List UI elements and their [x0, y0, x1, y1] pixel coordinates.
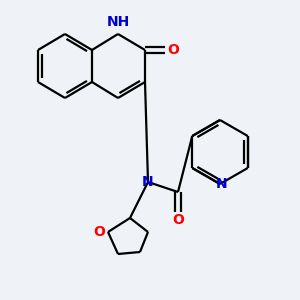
Text: O: O: [93, 225, 105, 239]
Text: O: O: [172, 213, 184, 227]
Text: NH: NH: [106, 15, 130, 29]
Text: O: O: [167, 43, 179, 57]
Text: N: N: [142, 175, 154, 189]
Text: N: N: [216, 177, 228, 191]
